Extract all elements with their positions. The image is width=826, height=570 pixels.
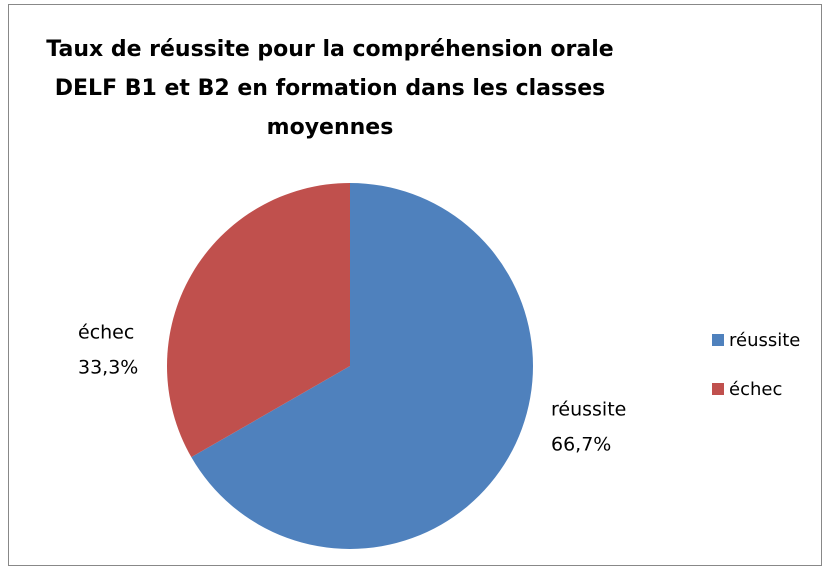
data-label-value: 33,3% [78,357,138,379]
data-label-value: 66,7% [551,434,611,456]
chart-title: DELF B1 et B2 en formation dans les clas… [55,76,605,101]
legend-label: échec [729,379,782,400]
legend-swatch [712,334,724,346]
data-label-name: échec [78,322,134,344]
chart-title: Taux de réussite pour la compréhension o… [46,37,613,62]
data-label-name: réussite [551,399,626,421]
pie-slice [166,183,350,458]
pie-slice [191,183,534,549]
chart-title: moyennes [267,115,394,140]
legend-label: réussite [729,330,800,351]
legend-swatch [712,383,724,395]
